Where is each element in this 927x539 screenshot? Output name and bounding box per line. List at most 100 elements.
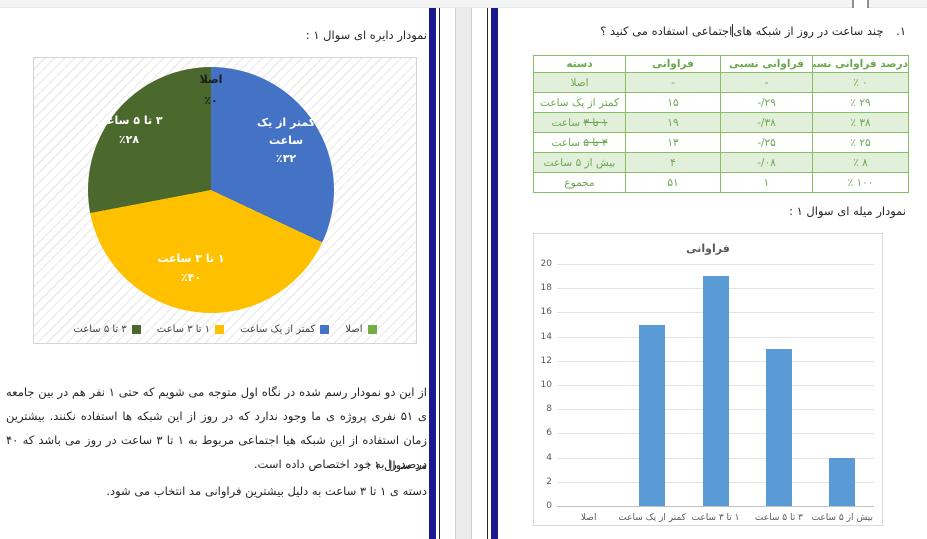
right-page-edge-line	[487, 8, 488, 539]
cell-category[interactable]: بیش از ۵ ساعت	[533, 152, 626, 173]
bar[interactable]	[829, 457, 856, 506]
header-percent[interactable]: درصد فراوانی نسبی	[812, 55, 909, 73]
strikethrough-text: ۳ تا ۵	[583, 136, 608, 149]
y-tick-label: 10	[540, 380, 552, 390]
x-tick-label: ۳ تا ۵ ساعت	[754, 513, 803, 523]
legend-swatch-icon	[131, 325, 141, 334]
document-page-right: ۱. چند ساعت در روز از شبکه هایاجتماعی اس…	[499, 8, 927, 539]
pie-label-1-3-hours: ۱ تا ۳ ساعت ٪۴۰	[157, 252, 225, 284]
y-tick-label: 8	[546, 404, 552, 415]
cell-category[interactable]: ۳ تا ۵ ساعت	[533, 132, 626, 153]
right-page-border	[491, 8, 498, 539]
y-tick-label: 16	[540, 307, 552, 318]
x-tick-label: ۱ تا ۳ ساعت	[691, 513, 740, 523]
cell-percent[interactable]: ٪ ۲۹	[812, 92, 909, 113]
cell-percent[interactable]: ٪ ۰	[812, 72, 909, 93]
header-relative-frequency[interactable]: فراوانی نسبی	[720, 55, 813, 73]
bar[interactable]	[639, 324, 666, 506]
legend-label: اصلا	[345, 324, 363, 335]
bar-chart[interactable]: فراوانی 0 2 4 6 8 10 12 14 16 18 20 اصلا کمتر از یک…	[533, 233, 883, 526]
x-tick-label: کمتر از یک ساعت	[618, 513, 686, 523]
legend-item[interactable]: کمتر از یک ساعت	[240, 324, 330, 335]
legend-swatch-icon	[320, 325, 330, 334]
legend-swatch-icon	[215, 325, 225, 334]
pie-chart[interactable]: اصلا ٪۰ کمتر از یک ساعت ٪۳۲ ۱ تا ۳ ساعت ٪۴۰ …	[33, 57, 417, 344]
question-number: ۱.	[896, 24, 906, 38]
mode-title[interactable]: مد سوال ۱ :	[366, 458, 427, 472]
table-row: ۱ تا ۳ ساعت ۱۹ -/۳۸ ٪ ۳۸	[533, 112, 909, 133]
cell-relative[interactable]: -	[720, 72, 813, 93]
legend-swatch-icon	[367, 325, 377, 334]
cell-category[interactable]: مجموع	[533, 172, 626, 193]
legend-label: ۳ تا ۵ ساعت	[73, 324, 127, 335]
cell-percent[interactable]: ٪ ۳۸	[812, 112, 909, 133]
bar[interactable]	[702, 276, 729, 506]
cell-relative[interactable]: -/۰۸	[720, 152, 813, 173]
bar-chart-x-axis: اصلا کمتر از یک ساعت ۱ تا ۳ ساعت ۳ تا ۵ ساع…	[557, 513, 874, 527]
cell-relative[interactable]: ۱	[720, 172, 813, 193]
y-tick-label: 4	[546, 452, 552, 463]
table-header-row: دسته فراوانی فراوانی نسبی درصد فراوانی ن…	[533, 55, 909, 73]
pie-label-3-5-hours: ۳ تا ۵ ساعت ٪۲۸	[95, 114, 163, 146]
frequency-table[interactable]: دسته فراوانی فراوانی نسبی درصد فراوانی ن…	[533, 55, 909, 193]
cell-relative[interactable]: -/۲۹	[720, 92, 813, 113]
cell-frequency[interactable]: ۵۱	[625, 172, 721, 193]
cell-percent[interactable]: ٪ ۲۵	[812, 132, 909, 153]
text-cursor	[732, 24, 734, 37]
cell-category[interactable]: کمتر از یک ساعت	[533, 92, 626, 113]
category-rest: ساعت	[551, 116, 584, 129]
cell-frequency[interactable]: ۱۹	[625, 112, 721, 133]
document-page-left: نمودار دایره ای سوال ۱ : اصلا ٪۰ کمتر از …	[0, 8, 429, 539]
legend-item[interactable]: ۱ تا ۳ ساعت	[156, 324, 225, 335]
table-row: کمتر از یک ساعت ۱۵ -/۲۹ ٪ ۲۹	[533, 92, 909, 113]
cell-frequency[interactable]: -	[625, 72, 721, 93]
question-line[interactable]: ۱. چند ساعت در روز از شبکه هایاجتماعی اس…	[503, 24, 906, 38]
bar[interactable]	[765, 348, 792, 506]
cell-percent[interactable]: ٪ ۸	[812, 152, 909, 173]
cell-frequency[interactable]: ۱۵	[625, 92, 721, 113]
y-tick-label: 18	[540, 283, 552, 294]
cell-frequency[interactable]: ۴	[625, 152, 721, 173]
cell-category[interactable]: اصلا	[533, 72, 626, 93]
left-page-edge-line	[439, 8, 440, 539]
legend-label: کمتر از یک ساعت	[240, 324, 316, 335]
cell-relative[interactable]: -/۲۵	[720, 132, 813, 153]
top-chrome-strip	[0, 0, 927, 8]
y-tick-label: 2	[546, 476, 552, 487]
x-tick-label: بیش از ۵ ساعت	[811, 513, 874, 523]
pie-section-title[interactable]: نمودار دایره ای سوال ۱ :	[305, 28, 427, 42]
y-tick-label: 14	[540, 331, 552, 342]
legend-item[interactable]: اصلا	[345, 324, 377, 335]
analysis-paragraph[interactable]: از این دو نمودار رسم شده در نگاه اول متو…	[6, 385, 428, 471]
legend-item[interactable]: ۳ تا ۵ ساعت	[73, 324, 141, 335]
bar-chart-title: فراوانی	[686, 242, 730, 255]
cell-percent[interactable]: ٪ ۱۰۰	[812, 172, 909, 193]
cell-category[interactable]: ۱ تا ۳ ساعت	[533, 112, 626, 133]
pie-label-less-than-hour: کمتر از یک ساعت ٪۳۲	[256, 116, 316, 165]
mode-text[interactable]: دسته ی ۱ تا ۳ ساعت به دلیل بیشترین فراوا…	[106, 484, 427, 498]
pie-legend[interactable]: اصلا کمتر از یک ساعت ۱ تا ۳ ساعت ۳ تا ۵ ساع…	[34, 324, 416, 335]
pie-circle[interactable]	[88, 67, 334, 313]
table-row: بیش از ۵ ساعت ۴ -/۰۸ ٪ ۸	[533, 152, 909, 173]
x-axis-line	[557, 506, 874, 507]
question-text-before: چند ساعت در روز از شبکه های	[733, 24, 884, 38]
x-tick-label: اصلا	[580, 513, 597, 523]
table-row: اصلا - - ٪ ۰	[533, 72, 909, 93]
strikethrough-text: ۱ تا ۳	[583, 116, 608, 129]
pie-label-none: اصلا ٪۰	[199, 73, 223, 107]
cell-frequency[interactable]: ۱۳	[625, 132, 721, 153]
header-frequency[interactable]: فراوانی	[625, 55, 721, 73]
table-row: ۳ تا ۵ ساعت ۱۳ -/۲۵ ٪ ۲۵	[533, 132, 909, 153]
question-text-after: اجتماعی استفاده می کنید ؟	[600, 24, 733, 38]
category-rest: ساعت	[551, 136, 584, 149]
table-row-total: مجموع ۵۱ ۱ ٪ ۱۰۰	[533, 172, 909, 193]
left-page-border	[429, 8, 436, 539]
cell-relative[interactable]: -/۳۸	[720, 112, 813, 133]
y-tick-label: 0	[546, 501, 552, 511]
gridline	[557, 264, 874, 265]
y-tick-label: 12	[540, 355, 552, 366]
header-category[interactable]: دسته	[533, 55, 626, 73]
bar-section-title[interactable]: نمودار میله ای سوال ۱ :	[789, 204, 906, 218]
legend-label: ۱ تا ۳ ساعت	[156, 324, 211, 335]
